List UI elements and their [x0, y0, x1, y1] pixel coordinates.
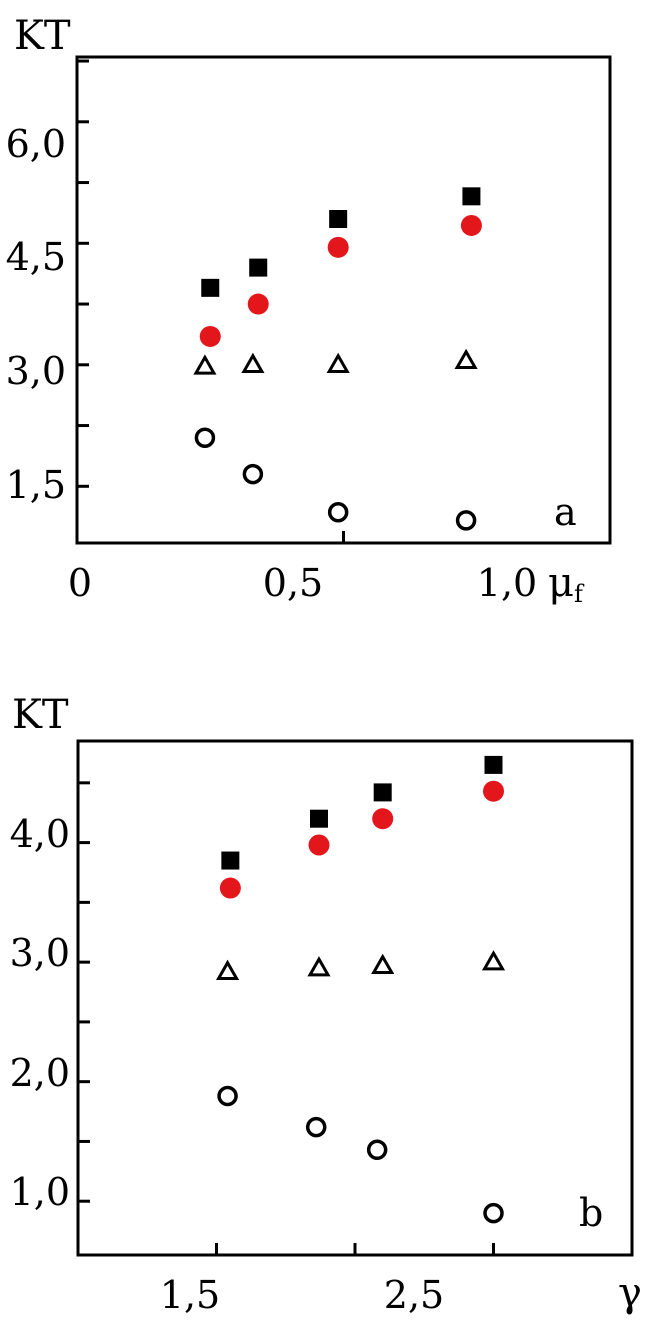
- panel-label-b: b: [579, 1191, 603, 1235]
- data-point-open-circle: [242, 463, 264, 485]
- data-point-open-circle: [327, 501, 349, 523]
- plot-frame-a: [75, 55, 612, 545]
- y-tick-label-3-0: 3,0: [6, 349, 66, 393]
- y-tick-label-6-0: 6,0: [6, 122, 66, 166]
- data-point-triangle: [371, 953, 395, 974]
- data-point-square: [201, 278, 220, 297]
- data-point-filled-circle: [327, 236, 349, 258]
- data-point-filled-circle: [247, 293, 269, 315]
- x-tick-label-0-5: 0,5: [263, 561, 323, 605]
- markers-b: [215, 755, 506, 1224]
- y-tick-label-1-5: 1,5: [6, 463, 66, 507]
- panel-a: KT 6,0 4,5 3,0 1,5 0 0,5 1,0 μf a: [6, 13, 612, 608]
- data-point-filled-circle: [308, 834, 330, 856]
- data-point-filled-circle: [460, 214, 482, 236]
- data-point-square: [329, 210, 348, 228]
- data-point-triangle: [215, 959, 240, 980]
- y-tick-label-3-0-b: 3,0: [10, 931, 70, 975]
- data-point-triangle: [193, 354, 217, 375]
- data-point-filled-circle: [219, 877, 241, 899]
- panel-b: KT 4,0 3,0 2,0 1,0 1,5 2,5 γ b: [10, 692, 642, 1317]
- data-point-triangle: [326, 352, 350, 374]
- data-point-square: [373, 783, 392, 802]
- data-point-open-circle: [455, 510, 477, 531]
- x-axis-title-a: μf: [548, 560, 585, 608]
- x-tick-label-2-5: 2,5: [384, 1273, 444, 1317]
- y-axis-title-a: KT: [14, 13, 71, 59]
- data-point-open-circle: [483, 1202, 504, 1224]
- data-point-open-circle: [217, 1085, 238, 1107]
- data-point-square: [309, 809, 328, 828]
- y-axis-title-b: KT: [12, 692, 69, 738]
- x-axis-title-a-main: μ: [548, 560, 574, 606]
- data-point-filled-circle: [199, 325, 221, 347]
- data-point-open-circle: [366, 1139, 388, 1161]
- data-point-open-circle: [194, 427, 216, 448]
- data-point-square: [221, 851, 240, 870]
- data-point-open-circle: [305, 1116, 327, 1138]
- x-tick-label-1-5: 1,5: [160, 1273, 220, 1317]
- data-point-filled-circle: [483, 780, 504, 802]
- y-tick-label-4-0: 4,0: [10, 812, 70, 856]
- y-tick-label-2-0: 2,0: [10, 1051, 70, 1095]
- plot-frame-b: [76, 739, 634, 1257]
- x-tick-label-1-0: 1,0: [477, 561, 537, 605]
- data-point-triangle: [454, 348, 478, 369]
- y-tick-label-4-5: 4,5: [6, 235, 66, 279]
- data-point-square: [484, 755, 503, 774]
- data-point-triangle: [481, 950, 506, 971]
- x-axis-title-b: γ: [618, 1270, 642, 1316]
- data-point-triangle: [241, 352, 265, 374]
- panel-label-a: a: [554, 490, 577, 534]
- markers-a: [193, 187, 482, 531]
- data-point-filled-circle: [372, 808, 394, 830]
- ticks-a: [77, 59, 612, 543]
- data-point-triangle: [307, 956, 331, 977]
- x-axis-title-a-sub: f: [574, 580, 585, 608]
- ticks-b: [78, 781, 495, 1255]
- x-tick-label-0: 0: [68, 561, 92, 605]
- data-point-square: [249, 258, 268, 277]
- data-point-square: [462, 187, 481, 206]
- y-tick-label-1-0: 1,0: [10, 1170, 70, 1214]
